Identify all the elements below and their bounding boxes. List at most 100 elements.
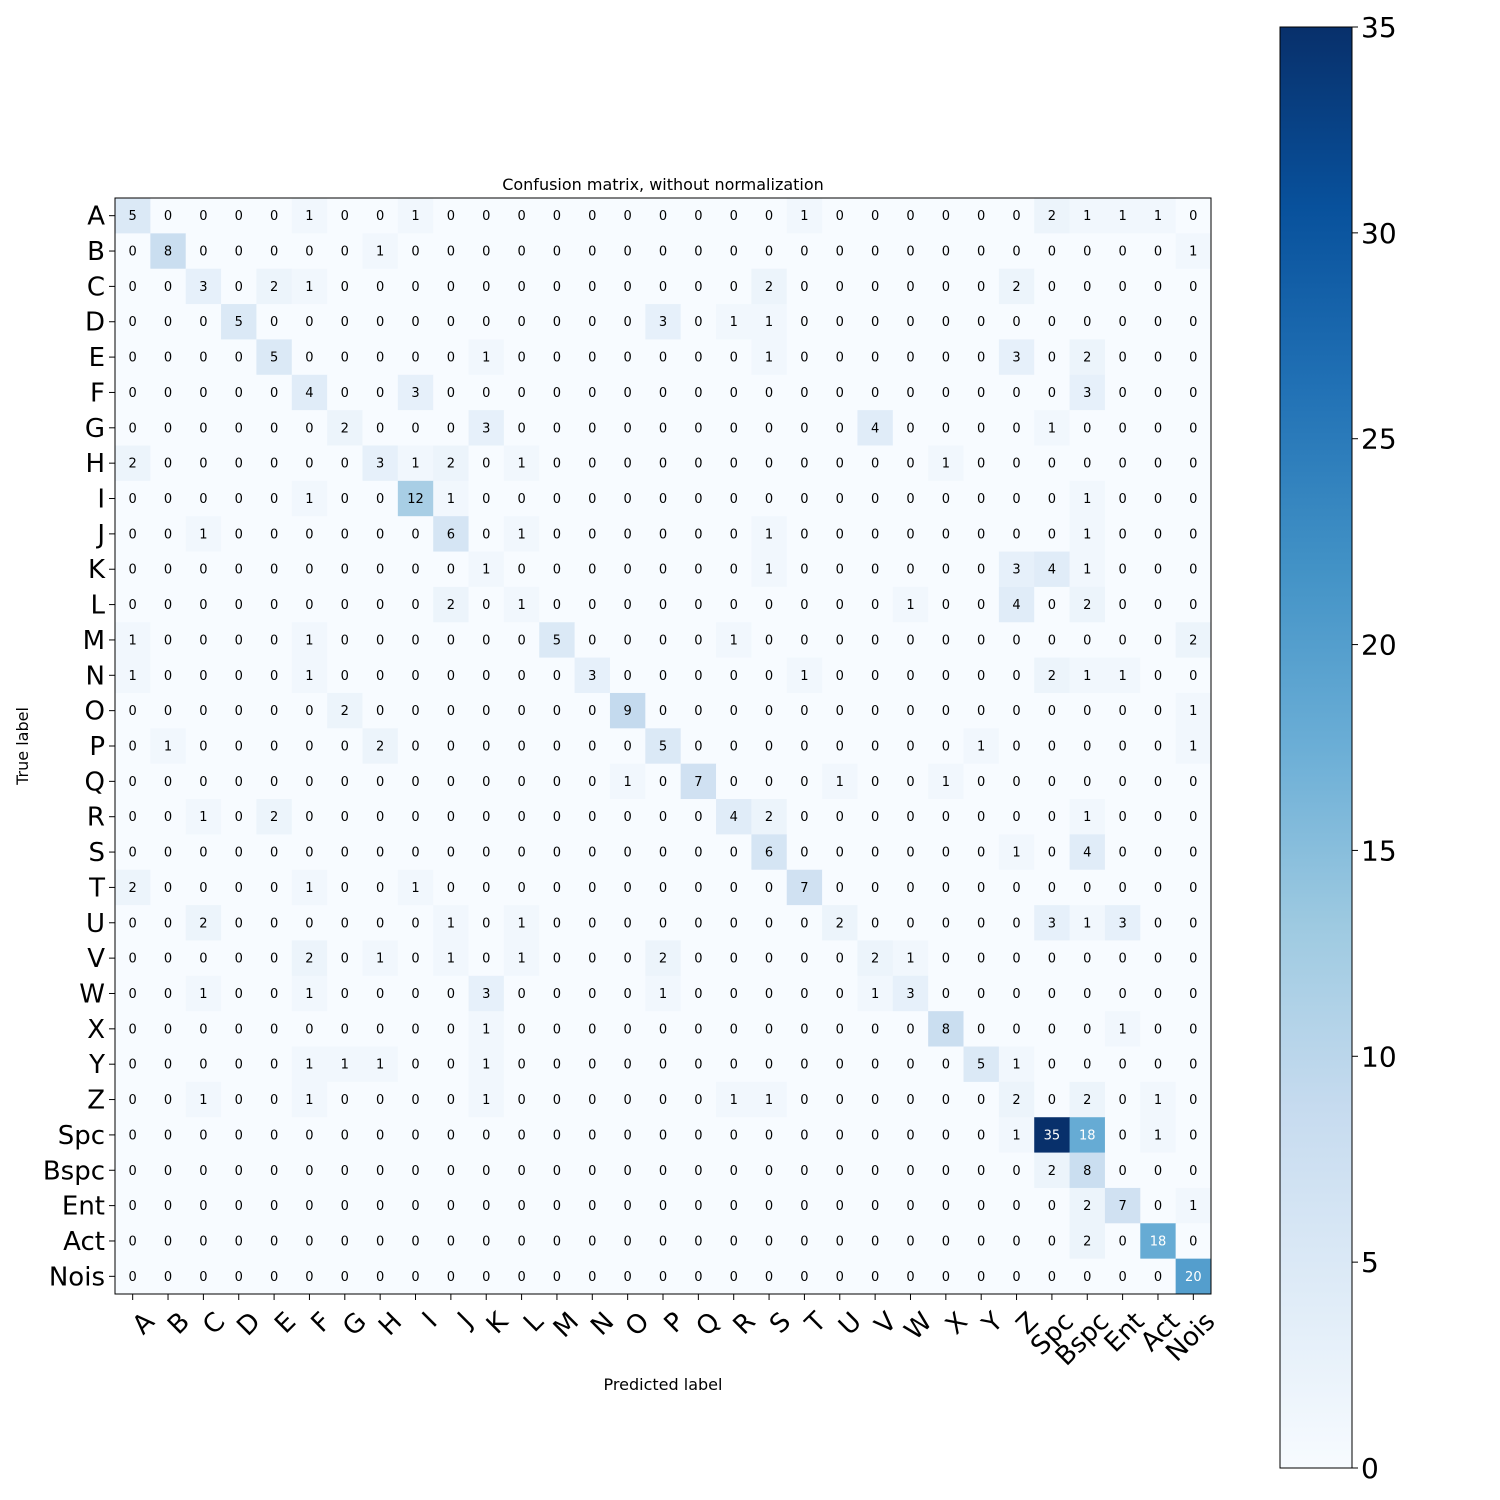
heatmap-cell xyxy=(468,869,505,906)
heatmap-cell xyxy=(468,268,505,305)
cell-value-label: 0 xyxy=(1048,846,1056,861)
cell-value-label: 1 xyxy=(765,527,773,542)
heatmap-cell xyxy=(645,410,682,446)
heatmap-cell xyxy=(1104,586,1141,623)
cell-value-label: 0 xyxy=(305,1234,313,1249)
cell-value-label: 0 xyxy=(624,916,632,931)
cell-value-label: 0 xyxy=(1012,881,1020,896)
heatmap-cell xyxy=(892,940,929,977)
heatmap-cell xyxy=(1104,799,1141,835)
heatmap-cell xyxy=(185,869,222,906)
cell-value-label: 0 xyxy=(129,386,137,401)
cell-value-label: 0 xyxy=(235,1058,243,1073)
heatmap-cell xyxy=(362,975,399,1012)
cell-value-label: 0 xyxy=(1189,775,1197,790)
cell-value-label: 0 xyxy=(235,457,243,472)
heatmap-cell xyxy=(539,799,576,835)
cell-value-label: 0 xyxy=(376,598,384,613)
cell-value-label: 0 xyxy=(1154,563,1162,578)
heatmap-cell xyxy=(150,622,187,659)
cell-value-label: 0 xyxy=(270,1093,278,1108)
heatmap-cell xyxy=(150,339,187,376)
heatmap-cell xyxy=(574,1187,611,1224)
heatmap-cell xyxy=(1069,1258,1106,1295)
cell-value-label: 0 xyxy=(1154,740,1162,755)
heatmap-cell xyxy=(928,374,964,411)
heatmap-cell xyxy=(291,1081,328,1118)
cell-value-label: 0 xyxy=(129,1022,137,1037)
cell-value-label: 1 xyxy=(517,527,525,542)
cell-value-label: 0 xyxy=(235,598,243,613)
cell-value-label: 0 xyxy=(235,881,243,896)
heatmap-cell xyxy=(963,1187,1000,1224)
cell-value-label: 0 xyxy=(1154,1270,1162,1285)
cell-value-label: 0 xyxy=(730,987,738,1002)
cell-value-label: 0 xyxy=(977,245,985,260)
cell-value-label: 0 xyxy=(270,421,278,436)
heatmap-cell xyxy=(892,410,929,446)
heatmap-cell xyxy=(397,516,434,552)
cell-value-label: 0 xyxy=(906,315,914,330)
heatmap-cell xyxy=(892,339,929,376)
heatmap-cell xyxy=(397,692,434,729)
heatmap-cell xyxy=(680,374,717,411)
cell-value-label: 0 xyxy=(1012,1270,1020,1285)
cell-value-label: 0 xyxy=(1118,245,1126,260)
heatmap-cell xyxy=(822,198,858,234)
cell-value-label: 0 xyxy=(164,280,172,295)
heatmap-cell xyxy=(716,304,752,340)
heatmap-cell xyxy=(1140,516,1177,552)
cell-value-label: 0 xyxy=(942,492,950,507)
cell-value-label: 1 xyxy=(1083,669,1091,684)
cell-value-label: 0 xyxy=(411,1164,419,1179)
heatmap-cell xyxy=(645,657,682,694)
cell-value-label: 0 xyxy=(624,245,632,260)
heatmap-cell xyxy=(998,1046,1035,1083)
cell-value-label: 0 xyxy=(1012,916,1020,931)
cell-value-label: 0 xyxy=(164,209,172,224)
heatmap-cell xyxy=(327,1081,363,1118)
heatmap-cell xyxy=(998,551,1035,588)
cell-value-label: 0 xyxy=(1012,1022,1020,1037)
cell-value-label: 0 xyxy=(199,775,207,790)
cell-value-label: 0 xyxy=(1154,527,1162,542)
cell-value-label: 0 xyxy=(553,280,561,295)
cell-value-label: 0 xyxy=(1154,1164,1162,1179)
heatmap-cell xyxy=(609,445,646,482)
cell-value-label: 0 xyxy=(376,492,384,507)
heatmap-cell xyxy=(822,975,858,1012)
heatmap-cell xyxy=(786,692,823,729)
x-tick-label: K xyxy=(481,1306,515,1340)
heatmap-cell xyxy=(822,1223,858,1260)
cell-value-label: 5 xyxy=(977,1058,985,1073)
heatmap-cell xyxy=(857,374,894,411)
heatmap-cell xyxy=(468,1046,505,1083)
cell-value-label: 0 xyxy=(411,527,419,542)
heatmap-cell xyxy=(1034,268,1070,305)
heatmap-cell xyxy=(857,339,894,376)
cell-value-label: 0 xyxy=(482,1234,490,1249)
cell-value-label: 1 xyxy=(305,881,313,896)
cell-value-label: 1 xyxy=(800,669,808,684)
heatmap-cell xyxy=(1034,763,1070,800)
heatmap-cell xyxy=(645,551,682,588)
heatmap-cell xyxy=(609,304,646,340)
heatmap-cell xyxy=(256,268,293,305)
cell-value-label: 0 xyxy=(235,810,243,825)
heatmap-cell xyxy=(468,480,505,517)
cell-value-label: 0 xyxy=(305,775,313,790)
heatmap-cell xyxy=(645,692,682,729)
heatmap-cell xyxy=(397,657,434,694)
cell-value-label: 0 xyxy=(129,987,137,1002)
cell-value-label: 0 xyxy=(199,1234,207,1249)
cell-value-label: 0 xyxy=(659,775,667,790)
heatmap-cell xyxy=(716,940,752,977)
cell-value-label: 0 xyxy=(730,1270,738,1285)
heatmap-cell xyxy=(291,763,328,800)
x-tick-label: S xyxy=(764,1307,797,1340)
cell-value-label: 0 xyxy=(730,351,738,366)
heatmap-cell xyxy=(609,834,646,871)
heatmap-cell xyxy=(185,586,222,623)
y-tick-label: G xyxy=(85,414,105,444)
cell-value-label: 0 xyxy=(129,598,137,613)
